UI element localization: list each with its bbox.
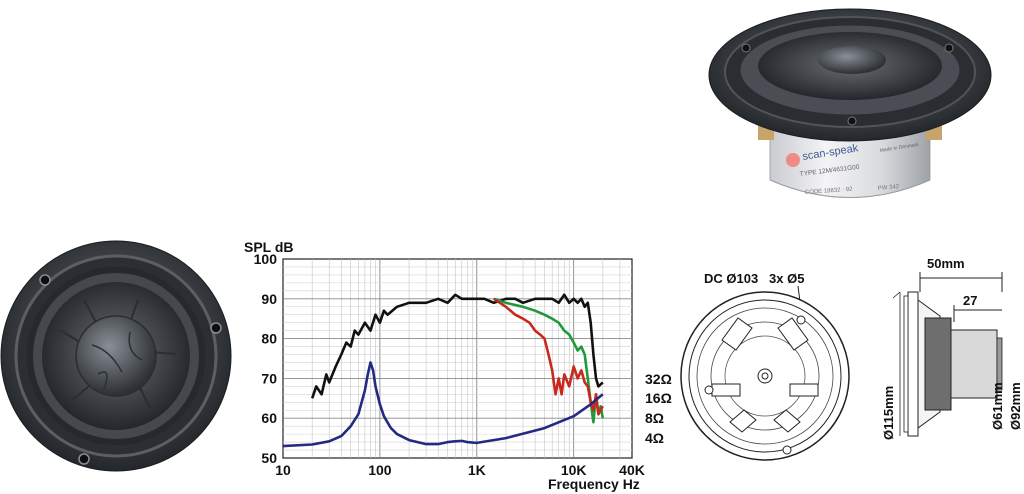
chart-series-line-0 — [310, 293, 604, 399]
x-tick-label: 100 — [368, 462, 392, 478]
mounting-hole-icon — [39, 274, 51, 286]
front-dimension-label: DC Ø103 3x Ø5 — [704, 271, 804, 286]
mounting-hole-icon — [78, 453, 90, 465]
x-tick-label: 40K — [619, 462, 645, 478]
x-tick-label: 10K — [561, 462, 587, 478]
chart-ylabel: SPL dB — [244, 239, 294, 255]
frequency-response-chart: SPL dB Frequency Hz 10 100 1K 10K 40K 50 60 70 8… — [244, 239, 672, 492]
frame-diameter-label: Ø92mm — [1008, 382, 1023, 430]
mounting-hole-icon — [782, 445, 792, 455]
mounting-hole-icon — [796, 315, 806, 325]
impedance-label: 16Ω — [645, 390, 672, 406]
x-tick-label: 1K — [468, 462, 486, 478]
outer-diameter-label: Ø115mm — [881, 386, 896, 440]
depth-part-label: 27 — [963, 293, 977, 308]
y-tick-label: 100 — [254, 251, 278, 267]
impedance-label: 32Ω — [645, 371, 672, 387]
front-view-drawing: DC Ø103 3x Ø5 — [680, 271, 850, 461]
y-tick-label: 60 — [261, 410, 277, 426]
chart-series-group — [282, 293, 605, 448]
impedance-labels: 32Ω 16Ω 8Ω 4Ω — [645, 371, 672, 446]
side-view-drawing: 50mm 27 Ø115mm Ø61mm Ø92mm — [881, 256, 1023, 440]
y-tick-label: 90 — [261, 291, 277, 307]
magnet-diameter-label: Ø61mm — [990, 382, 1005, 430]
chart-plot-area — [282, 258, 633, 459]
pw-label: PW 342 — [878, 184, 900, 192]
y-tick-label: 80 — [261, 331, 277, 347]
chart-grid — [282, 258, 633, 459]
y-tick-label: 50 — [261, 450, 277, 466]
mounting-hole-icon — [704, 385, 714, 395]
code-label: CODE 18832 · 92 — [805, 187, 854, 196]
chart-xlabel: Frequency Hz — [548, 476, 640, 492]
depth-total-label: 50mm — [927, 256, 965, 271]
mounting-hole-icon — [210, 322, 222, 334]
chart-tick-labels: 10 100 1K 10K 40K 50 60 70 80 90 100 — [254, 251, 645, 478]
speaker-photo-front — [0, 240, 232, 472]
speaker-photo-side: scan-speak Made in Denmark TYPE 12M/4631… — [708, 8, 992, 198]
x-tick-label: 10 — [275, 462, 291, 478]
chart-series-line-2 — [493, 297, 604, 416]
impedance-label: 8Ω — [645, 410, 664, 426]
brand-logo-dot — [786, 153, 800, 167]
chart-series-line-3 — [282, 361, 604, 448]
impedance-label: 4Ω — [645, 430, 664, 446]
y-tick-label: 70 — [261, 370, 277, 386]
